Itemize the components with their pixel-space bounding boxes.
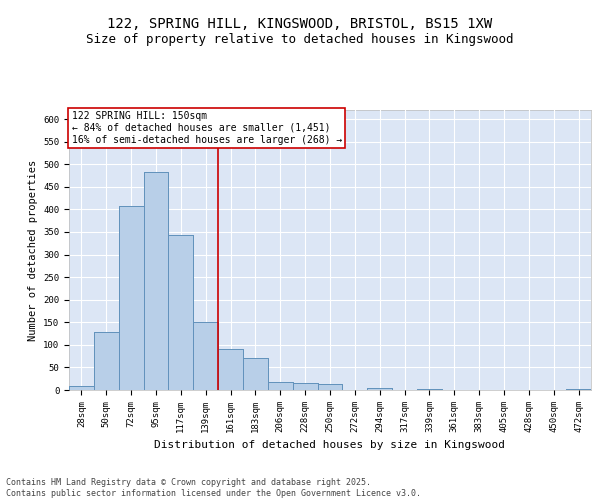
Bar (367, 388, 392, 390)
Bar (143, 172, 169, 390)
Bar (193, 322, 218, 390)
Text: 122 SPRING HILL: 150sqm
← 84% of detached houses are smaller (1,451)
16% of semi: 122 SPRING HILL: 150sqm ← 84% of detache… (71, 112, 342, 144)
Y-axis label: Number of detached properties: Number of detached properties (28, 160, 38, 340)
Bar (268, 382, 293, 390)
Bar (417, 388, 442, 390)
Bar (218, 350, 243, 390)
Bar (317, 384, 343, 390)
Bar (367, 388, 392, 390)
Bar (243, 358, 268, 390)
Bar (268, 382, 293, 390)
Bar (143, 172, 169, 390)
Text: Size of property relative to detached houses in Kingswood: Size of property relative to detached ho… (86, 32, 514, 46)
Bar (417, 388, 442, 390)
Bar (94, 332, 119, 390)
Bar (169, 235, 193, 390)
Text: 122, SPRING HILL, KINGSWOOD, BRISTOL, BS15 1XW: 122, SPRING HILL, KINGSWOOD, BRISTOL, BS… (107, 18, 493, 32)
Bar (169, 235, 193, 390)
Bar (69, 386, 94, 390)
Bar (243, 358, 268, 390)
Bar (293, 383, 317, 390)
Bar (94, 332, 119, 390)
Text: Contains HM Land Registry data © Crown copyright and database right 2025.
Contai: Contains HM Land Registry data © Crown c… (6, 478, 421, 498)
Bar (566, 389, 591, 390)
Bar (293, 383, 317, 390)
Bar (119, 206, 143, 390)
Bar (218, 350, 243, 390)
Bar (69, 386, 94, 390)
Bar (566, 389, 591, 390)
Bar (317, 384, 343, 390)
Bar (119, 206, 143, 390)
X-axis label: Distribution of detached houses by size in Kingswood: Distribution of detached houses by size … (155, 440, 505, 450)
Bar (193, 322, 218, 390)
